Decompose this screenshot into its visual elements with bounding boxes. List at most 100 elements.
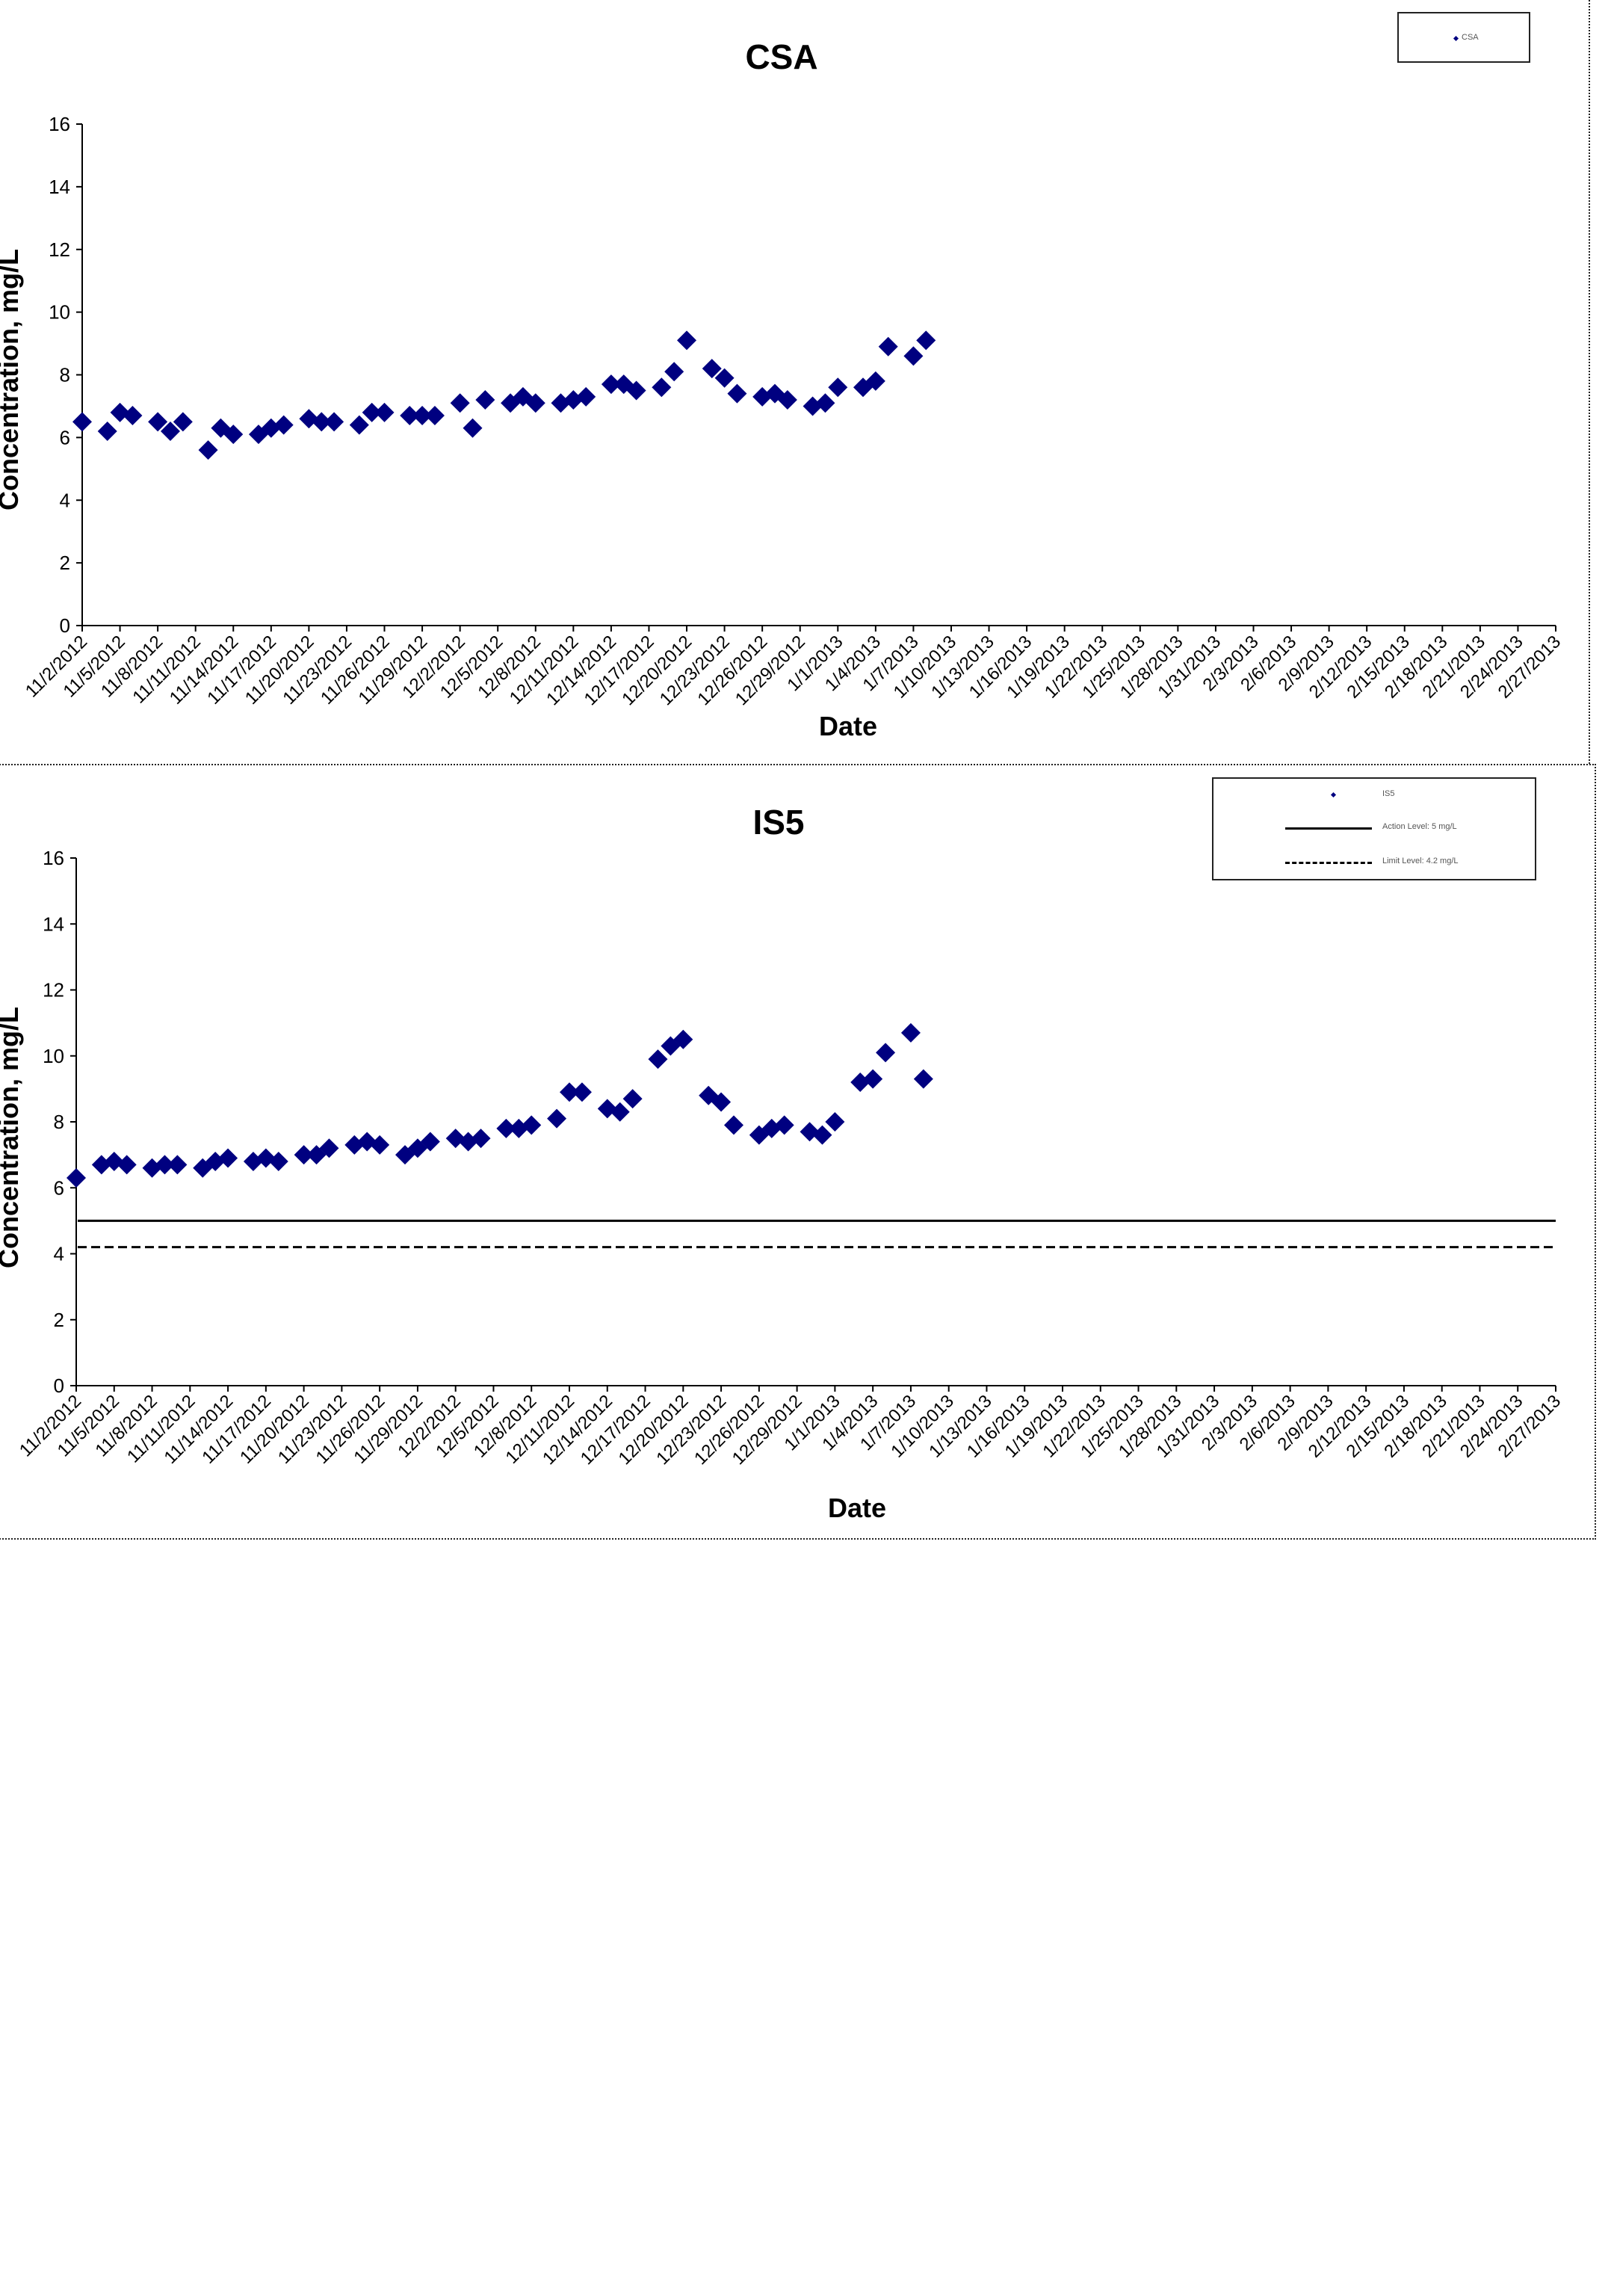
csa-data-point: [173, 412, 193, 432]
csa-chart: CSA Concentration, mg/L Date 0 2 4 6 8 10 12 14…: [0, 37, 1565, 741]
csa-data-point: [677, 330, 697, 351]
is5-legend-series-label: IS5: [1382, 789, 1395, 798]
is5-data-point: [648, 1049, 668, 1070]
is5-y-tick-label: 16: [43, 847, 64, 869]
is5-data-point: [319, 1138, 339, 1158]
is5-data-point: [67, 1168, 86, 1188]
csa-data-point: [160, 421, 180, 441]
csa-data-point: [576, 386, 596, 407]
csa-data-point: [878, 336, 898, 357]
is5-data-point: [724, 1115, 743, 1135]
csa-y-ticks: 0 2 4 6 8 10 12 14 16: [49, 113, 82, 637]
is5-data-point: [572, 1082, 592, 1102]
is5-data-point: [560, 1082, 579, 1102]
is5-data-point: [268, 1151, 288, 1171]
is5-data-point: [420, 1132, 440, 1152]
is5-x-ticks: 11/2/201211/5/201211/8/201211/11/201211/…: [16, 1386, 1565, 1469]
csa-data-point: [362, 402, 382, 422]
csa-data-point: [349, 415, 369, 435]
csa-chart-frame: [0, 0, 1590, 767]
csa-y-tick-label: 8: [60, 364, 70, 386]
is5-data-point: [749, 1125, 769, 1145]
csa-y-tick-label: 16: [49, 113, 70, 135]
csa-data-point: [815, 393, 835, 413]
csa-legend-label: CSA: [1462, 33, 1479, 42]
csa-legend-entry: CSA: [1399, 31, 1529, 46]
legend-diamond-icon: [1330, 791, 1337, 798]
is5-y-tick-label: 4: [54, 1243, 64, 1265]
is5-data-points: [67, 1022, 933, 1188]
is5-reference-lines: [78, 1219, 1556, 1249]
is5-chart: IS5 Concentration, mg/L Date 0 2 4 6 8 10 12 14…: [0, 803, 1565, 1523]
csa-data-point: [525, 393, 545, 413]
is5-y-ticks: 0 2 4 6 8 10 12 14 16: [43, 847, 76, 1397]
csa-y-tick-label: 10: [49, 301, 70, 324]
is5-data-point: [825, 1112, 845, 1132]
csa-y-axis-label: Concentration, mg/L: [0, 249, 24, 510]
csa-data-point: [463, 418, 483, 438]
is5-data-point: [218, 1148, 238, 1168]
csa-y-tick-label: 0: [60, 614, 70, 637]
csa-data-point: [626, 380, 646, 401]
csa-data-point: [727, 383, 747, 404]
is5-data-point: [774, 1115, 794, 1135]
csa-data-point: [475, 390, 495, 410]
is5-y-tick-label: 10: [43, 1045, 64, 1067]
csa-y-tick-label: 2: [60, 552, 70, 574]
csa-x-axis-label: Date: [819, 711, 877, 741]
is5-data-point: [812, 1125, 832, 1145]
is5-data-point: [370, 1135, 390, 1155]
csa-data-point: [400, 406, 420, 426]
is5-data-point: [622, 1089, 643, 1109]
is5-data-point: [876, 1043, 896, 1063]
is5-axes: [75, 858, 1556, 1386]
is5-y-tick-label: 6: [54, 1176, 64, 1199]
csa-data-point: [72, 412, 92, 432]
csa-data-point: [123, 406, 143, 426]
csa-y-tick-label: 14: [49, 176, 70, 198]
is5-data-point: [155, 1155, 175, 1175]
csa-data-point: [312, 412, 332, 432]
is5-data-point: [167, 1155, 188, 1175]
csa-data-point: [903, 346, 924, 366]
csa-data-point: [412, 406, 433, 426]
csa-data-point: [702, 359, 722, 379]
is5-data-point: [294, 1145, 314, 1165]
is5-data-point: [610, 1102, 630, 1122]
csa-data-point: [916, 330, 936, 351]
is5-legend-entry-series: IS5: [1213, 788, 1535, 803]
csa-data-point: [714, 368, 735, 388]
csa-data-point: [652, 377, 672, 398]
csa-data-point: [223, 425, 244, 445]
is5-x-axis-label: Date: [828, 1493, 886, 1523]
csa-data-point: [664, 362, 684, 382]
csa-data-point: [853, 377, 873, 398]
is5-data-point: [900, 1022, 921, 1043]
csa-data-point: [450, 393, 470, 413]
csa-data-point: [865, 371, 885, 391]
csa-data-point: [273, 415, 294, 435]
is5-data-point: [863, 1069, 883, 1089]
csa-data-point: [374, 402, 395, 422]
csa-y-tick-label: 6: [60, 426, 70, 448]
csa-data-point: [601, 374, 621, 395]
csa-data-points: [72, 330, 936, 460]
csa-legend: CSA: [1397, 12, 1530, 63]
is5-chart-title: IS5: [752, 803, 804, 842]
is5-legend-action-label: Action Level: 5 mg/L: [1382, 822, 1457, 831]
csa-data-point: [198, 440, 218, 460]
is5-legend: IS5 Action Level: 5 mg/L Limit Level: 4.…: [1212, 777, 1536, 880]
is5-data-point: [117, 1155, 137, 1175]
is5-legend-limit-label: Limit Level: 4.2 mg/L: [1382, 857, 1459, 865]
is5-data-point: [711, 1092, 732, 1112]
is5-y-tick-label: 12: [43, 979, 64, 1002]
legend-solid-line-icon: [1285, 827, 1372, 830]
is5-data-point: [547, 1108, 567, 1129]
is5-data-point: [471, 1129, 491, 1149]
is5-legend-entry-limit: Limit Level: 4.2 mg/L: [1213, 855, 1535, 870]
is5-data-point: [673, 1029, 693, 1049]
is5-data-point: [496, 1118, 516, 1138]
csa-data-point: [424, 406, 445, 426]
legend-dashed-line-icon: [1285, 862, 1372, 864]
is5-y-tick-label: 14: [43, 913, 64, 935]
